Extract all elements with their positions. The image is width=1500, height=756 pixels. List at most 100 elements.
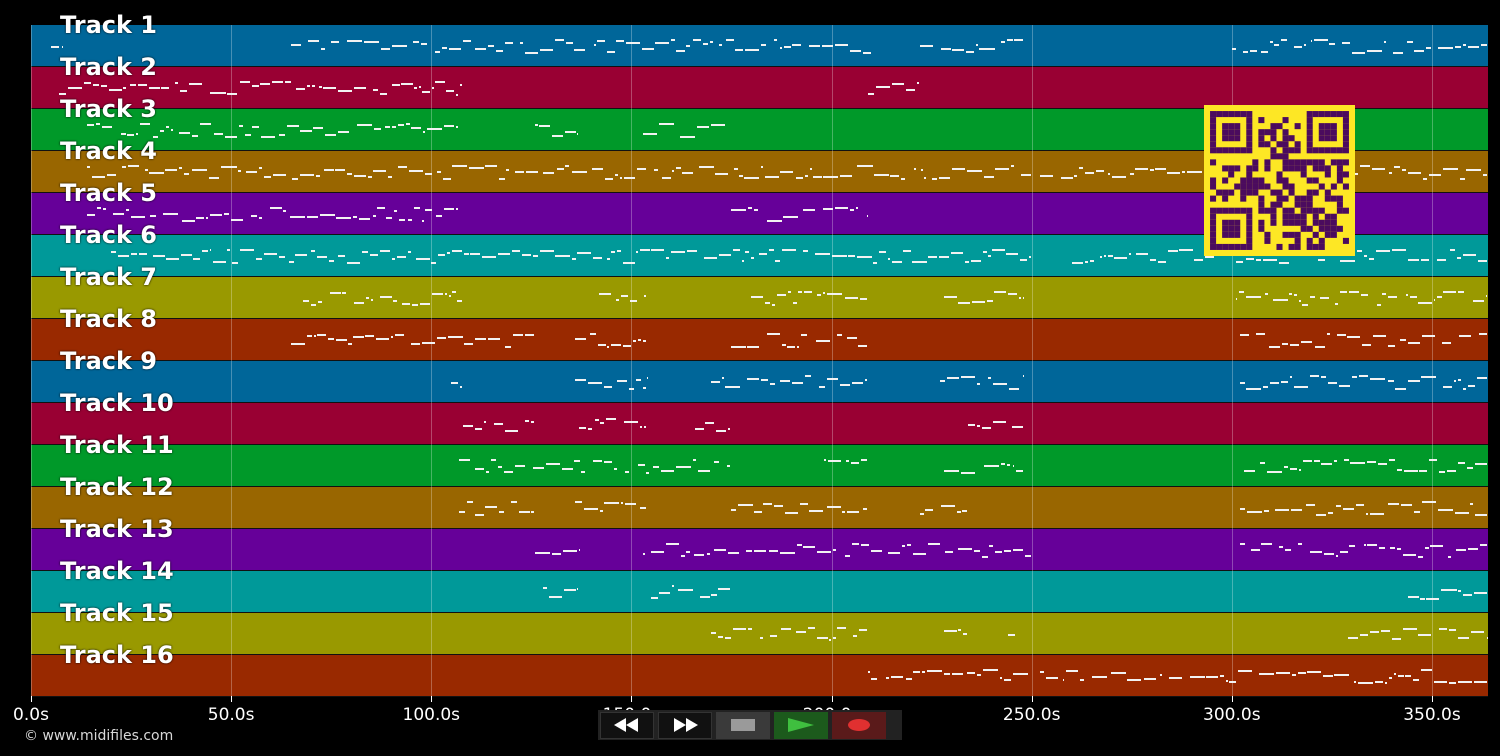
midi-note: [551, 135, 564, 137]
midi-note: [600, 510, 603, 512]
track-lane[interactable]: [31, 487, 1488, 529]
midi-note: [184, 173, 190, 175]
stop-button[interactable]: [716, 711, 770, 739]
midi-note: [144, 169, 148, 171]
midi-note: [1367, 50, 1382, 52]
fast-forward-button[interactable]: [658, 711, 712, 739]
track-lane[interactable]: [31, 361, 1488, 403]
midi-note: [775, 260, 781, 262]
midi-note: [505, 42, 513, 44]
midi-note: [713, 549, 727, 551]
midi-note: [1404, 470, 1418, 472]
midi-note: [681, 555, 685, 557]
midi-note: [1417, 556, 1424, 558]
midi-note: [1319, 297, 1329, 299]
play-button[interactable]: [774, 711, 828, 739]
track-lane[interactable]: [31, 67, 1488, 109]
track-label: Track 1: [60, 11, 158, 39]
track-label: Track 15: [60, 599, 174, 627]
midi-note: [575, 379, 587, 381]
midi-note: [972, 301, 985, 303]
midi-note: [767, 333, 781, 335]
midi-note: [1326, 333, 1331, 335]
midi-note: [1011, 165, 1014, 167]
midi-note: [642, 48, 654, 50]
record-button[interactable]: [832, 711, 886, 739]
track-lane[interactable]: [31, 403, 1488, 445]
midi-note: [125, 209, 129, 211]
midi-note: [839, 384, 851, 386]
rewind-icon: [614, 718, 638, 732]
midi-note: [792, 302, 797, 304]
midi-note: [1021, 174, 1031, 176]
midi-note: [746, 378, 760, 380]
midi-note: [1045, 677, 1059, 679]
track-lane[interactable]: [31, 529, 1488, 571]
midi-note: [510, 501, 518, 503]
midi-note: [619, 177, 622, 179]
midi-note: [863, 508, 867, 510]
midi-note: [1258, 673, 1275, 675]
track-lane[interactable]: [31, 277, 1488, 319]
midi-note: [485, 506, 497, 508]
midi-note: [365, 297, 370, 299]
midi-note: [711, 632, 717, 634]
midi-note: [1288, 293, 1292, 295]
midi-note: [1370, 378, 1385, 380]
midi-note: [592, 257, 602, 259]
midi-note: [1437, 259, 1446, 261]
midi-note: [179, 132, 191, 134]
midi-note: [966, 170, 983, 172]
midi-note: [437, 337, 447, 339]
midi-note: [698, 470, 711, 472]
midi-note: [227, 93, 237, 95]
midi-note: [409, 170, 424, 172]
midi-note: [703, 257, 718, 259]
midi-note: [139, 123, 151, 125]
midi-note: [607, 346, 610, 348]
piano-roll[interactable]: [31, 25, 1488, 697]
rewind-button[interactable]: [600, 711, 654, 739]
track-label: Track 4: [60, 137, 158, 165]
midi-note: [1442, 386, 1452, 388]
midi-note: [867, 93, 875, 95]
midi-note: [848, 255, 855, 257]
midi-note: [1421, 376, 1437, 378]
midi-note: [901, 178, 906, 180]
midi-note: [1314, 460, 1320, 462]
midi-note: [1388, 172, 1393, 174]
midi-note: [401, 83, 413, 85]
track-label: Track 5: [60, 179, 158, 207]
midi-note: [1449, 249, 1456, 251]
midi-note: [261, 136, 276, 138]
tick-mark: [431, 696, 433, 702]
track-lane[interactable]: [31, 571, 1488, 613]
midi-note: [605, 418, 616, 420]
midi-note: [260, 83, 271, 85]
midi-note: [431, 262, 436, 264]
midi-note: [809, 510, 823, 512]
midi-note: [651, 249, 665, 251]
midi-note: [965, 261, 969, 263]
midi-note: [539, 250, 554, 252]
midi-note: [221, 166, 237, 168]
midi-note: [1393, 673, 1396, 675]
midi-note: [373, 170, 386, 172]
midi-note: [545, 463, 561, 465]
midi-note: [100, 85, 108, 87]
track-lane[interactable]: [31, 25, 1488, 67]
midi-note: [337, 255, 346, 257]
midi-note: [353, 302, 364, 304]
midi-note: [1334, 674, 1349, 676]
track-lane[interactable]: [31, 655, 1488, 697]
midi-note: [1154, 168, 1166, 170]
track-label: Track 11: [60, 431, 174, 459]
midi-note: [224, 213, 229, 215]
track-lane[interactable]: [31, 613, 1488, 655]
midi-note: [575, 501, 583, 503]
track-lane[interactable]: [31, 445, 1488, 487]
midi-note: [1250, 549, 1260, 551]
midi-note: [365, 335, 375, 337]
midi-note: [798, 291, 802, 293]
track-lane[interactable]: [31, 319, 1488, 361]
